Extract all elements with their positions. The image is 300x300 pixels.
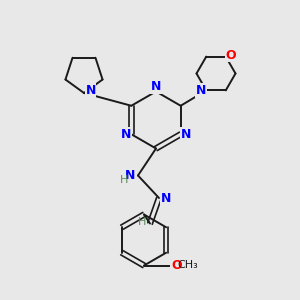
Text: N: N <box>125 169 136 182</box>
Text: O: O <box>226 49 236 62</box>
Text: CH₃: CH₃ <box>177 260 198 271</box>
Text: N: N <box>121 128 131 141</box>
Text: N: N <box>85 84 96 97</box>
Text: H: H <box>119 175 128 185</box>
Text: N: N <box>196 84 206 97</box>
Text: H: H <box>137 217 146 227</box>
Text: O: O <box>171 259 182 272</box>
Text: N: N <box>151 80 161 94</box>
Text: N: N <box>181 128 191 141</box>
Text: N: N <box>160 191 171 205</box>
